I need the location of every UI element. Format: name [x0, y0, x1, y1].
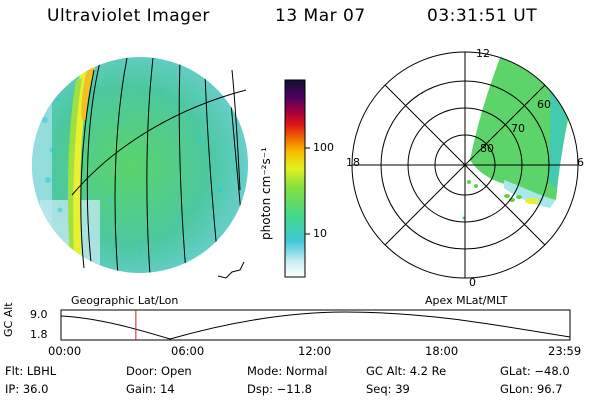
timeline-y-top: 9.0: [30, 308, 48, 321]
mlat-label-70: 70: [511, 122, 525, 135]
mlat-label-80: 80: [480, 142, 494, 155]
filter-value: Flt: LBHL: [5, 364, 57, 378]
colorbar-unit-label: photon cm⁻²s⁻¹: [259, 147, 273, 240]
door-status: Door: Open: [126, 364, 192, 378]
timeline-axis-label: GC Alt: [2, 302, 15, 337]
timeline-plot: [60, 309, 571, 341]
mlt-label-12: 12: [476, 47, 490, 60]
dsp-value: Dsp: −11.8: [247, 382, 312, 396]
polar-image: [351, 51, 579, 279]
colorbar-tick-10: 10: [313, 227, 327, 240]
right-panel-caption: Apex MLat/MLT: [425, 294, 508, 307]
gain-value: Gain: 14: [126, 382, 175, 396]
mode-value: Mode: Normal: [247, 364, 328, 378]
left-panel-caption: Geographic Lat/Lon: [71, 294, 179, 307]
mlt-label-18: 18: [346, 156, 360, 169]
mlt-label-0: 0: [469, 276, 476, 289]
observation-time: 03:31:51 UT: [427, 6, 538, 26]
gc-altitude: GC Alt: 4.2 Re: [366, 364, 447, 378]
mlt-label-6: 6: [577, 156, 584, 169]
instrument-title: Ultraviolet Imager: [47, 6, 210, 26]
geo-longitude: GLon: 96.7: [500, 382, 563, 396]
timeline-tick-2: 12:00: [298, 344, 332, 358]
colorbar: [284, 79, 310, 278]
ip-value: IP: 36.0: [5, 382, 49, 396]
timeline-tick-3: 18:00: [425, 344, 459, 358]
mlat-label-60: 60: [537, 98, 551, 111]
geo-latitude: GLat: −48.0: [500, 364, 570, 378]
geographic-image: [32, 57, 248, 279]
timeline-tick-1: 06:00: [171, 344, 205, 358]
timeline-tick-0: 00:00: [48, 344, 82, 358]
observation-date: 13 Mar 07: [275, 6, 366, 26]
colorbar-tick-100: 100: [313, 141, 334, 154]
timeline-tick-4: 23:59: [548, 344, 582, 358]
sequence-number: Seq: 39: [366, 382, 410, 396]
timeline-y-bottom: 1.8: [30, 328, 48, 341]
